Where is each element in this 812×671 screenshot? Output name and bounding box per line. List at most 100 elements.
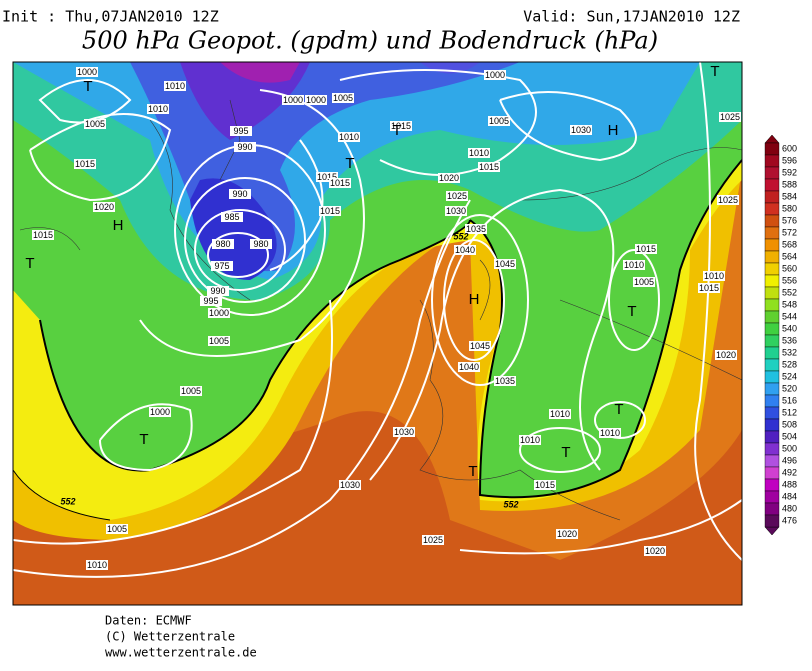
colorbar-label: 492 — [782, 467, 797, 477]
pressure-center: T — [25, 255, 34, 272]
isobar-label: 1005 — [489, 116, 509, 126]
colorbar-label: 588 — [782, 179, 797, 189]
colorbar-box — [764, 334, 780, 348]
label-bg — [86, 560, 108, 570]
isobar-label: 1010 — [87, 560, 107, 570]
isobar-label: 1015 — [317, 172, 337, 182]
isobar-label: 1005 — [85, 119, 105, 129]
colorbar-label: 568 — [782, 239, 797, 249]
colorbar-label: 496 — [782, 455, 797, 465]
isobar-label: 985 — [224, 212, 239, 222]
colorbar-label: 596 — [782, 155, 797, 165]
label-bg — [633, 277, 655, 287]
label-bg — [556, 529, 578, 539]
label-bg — [221, 212, 243, 222]
pressure-center: T — [139, 431, 148, 448]
colorbar-label: 548 — [782, 299, 797, 309]
colorbar-label: 500 — [782, 443, 797, 453]
label-bg — [390, 121, 412, 131]
colorbar-box — [764, 262, 780, 276]
label-bg — [534, 480, 556, 490]
footer-line: Daten: ECMWF — [105, 614, 192, 628]
colorbar-box — [764, 490, 780, 504]
colorbar-label: 516 — [782, 395, 797, 405]
label-bg — [393, 427, 415, 437]
isobar-label: 1015 — [391, 121, 411, 131]
geopotential-label: 552 — [503, 499, 518, 509]
colorbar-box — [764, 286, 780, 300]
colorbar: 600 596 592 588 584 580 576 572 568 564 560 556 552 5… — [764, 134, 797, 536]
label-bg — [250, 239, 272, 249]
label-bg — [623, 260, 645, 270]
isobar-label: 1020 — [557, 529, 577, 539]
label-bg — [106, 524, 128, 534]
label-bg — [229, 189, 251, 199]
colorbar-label: 576 — [782, 215, 797, 225]
pressure-center: T — [345, 155, 354, 172]
colorbar-box — [764, 190, 780, 204]
pressure-center: T — [614, 401, 623, 418]
isobar-label: 1005 — [209, 336, 229, 346]
pressure-center: T — [627, 303, 636, 320]
colorbar-box — [764, 430, 780, 444]
label-bg — [703, 271, 725, 281]
isobar-label: 1010 — [165, 81, 185, 91]
isobar-label: 1015 — [636, 244, 656, 254]
isobar-label: 1015 — [33, 230, 53, 240]
isobar-label: 1015 — [535, 480, 555, 490]
colorbar-label: 584 — [782, 191, 797, 201]
label-bg — [488, 116, 510, 126]
geopotential-label: 552 — [60, 496, 75, 506]
colorbar-label: 564 — [782, 251, 797, 261]
colorbar-arrow — [764, 134, 780, 144]
pressure-center: T — [710, 63, 719, 80]
label-bg — [234, 142, 256, 152]
label-bg — [494, 376, 516, 386]
colorbar-arrow — [764, 526, 780, 536]
label-bg — [147, 104, 169, 114]
colorbar-box — [764, 142, 780, 156]
label-bg — [208, 308, 230, 318]
label-bg — [644, 546, 666, 556]
isobar-label: 1015 — [330, 178, 350, 188]
pressure-center: H — [608, 122, 619, 139]
label-bg — [32, 230, 54, 240]
colorbar-box — [764, 466, 780, 480]
label-bg — [478, 162, 500, 172]
isobar-label: 980 — [215, 239, 230, 249]
label-bg — [74, 159, 96, 169]
isobar-label: 1015 — [320, 206, 340, 216]
pressure-center: H — [469, 291, 480, 308]
colorbar-label: 556 — [782, 275, 797, 285]
pressure-center: T — [83, 78, 92, 95]
isobar-label: 975 — [214, 261, 229, 271]
valid-time: Valid: Sun,17JAN2010 12Z — [523, 8, 740, 26]
label-bg — [200, 296, 222, 306]
pressure-center: T — [561, 444, 570, 461]
label-bg — [698, 283, 720, 293]
isobar-label: 1030 — [446, 206, 466, 216]
label-bg — [484, 70, 506, 80]
isobar-label: 980 — [253, 239, 268, 249]
isobar-label: 1030 — [340, 480, 360, 490]
label-bg — [469, 341, 491, 351]
isobar-label: 1025 — [447, 191, 467, 201]
colorbar-box — [764, 358, 780, 372]
label-bg — [230, 126, 252, 136]
isobar-label: 990 — [237, 142, 252, 152]
label-bg — [635, 244, 657, 254]
isobar-label: 1035 — [466, 224, 486, 234]
footer-line: (C) Wetterzentrale — [105, 630, 235, 644]
colorbar-box — [764, 238, 780, 252]
label-bg — [332, 93, 354, 103]
isobar-label: 1015 — [699, 283, 719, 293]
isobar-label: 1040 — [459, 362, 479, 372]
colorbar-label: 508 — [782, 419, 797, 429]
isobar-label: 1025 — [720, 112, 740, 122]
label-bg — [570, 125, 592, 135]
colorbar-box — [764, 250, 780, 264]
isobar-label: 1010 — [469, 148, 489, 158]
label-bg — [468, 148, 490, 158]
colorbar-box — [764, 370, 780, 384]
